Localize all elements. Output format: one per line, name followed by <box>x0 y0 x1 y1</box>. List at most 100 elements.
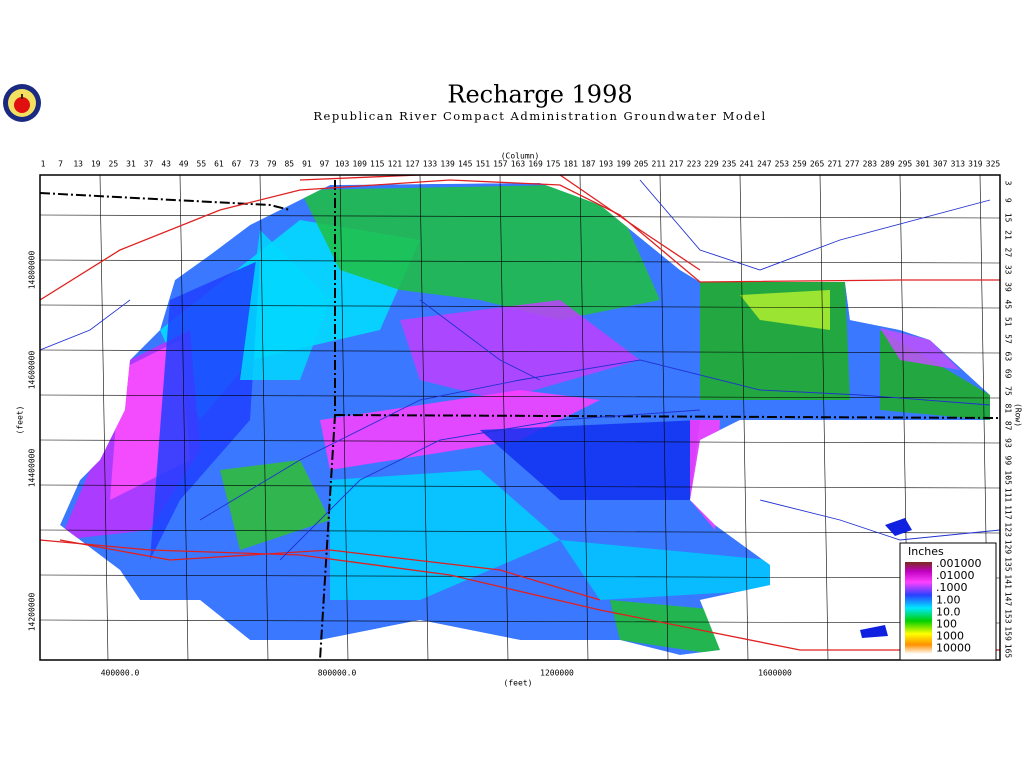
recharge-zone <box>150 260 260 560</box>
row-label: 81 <box>1004 404 1013 414</box>
row-label: 165 <box>1004 644 1013 659</box>
road <box>40 539 1000 651</box>
column-label: 73 <box>249 160 259 169</box>
river <box>199 359 991 521</box>
county-line <box>40 439 1000 444</box>
row-label: 123 <box>1004 522 1013 537</box>
column-label: 79 <box>267 160 277 169</box>
column-label: 19 <box>91 160 101 169</box>
river <box>639 179 991 271</box>
county-line <box>579 175 589 660</box>
column-label: 121 <box>388 160 403 169</box>
lake <box>860 625 888 638</box>
row-label: 147 <box>1004 592 1013 607</box>
county-line <box>40 394 1000 399</box>
column-label: 199 <box>616 160 631 169</box>
county-line <box>419 175 429 660</box>
row-label: 129 <box>1004 540 1013 555</box>
map <box>40 175 1000 660</box>
row-label: 45 <box>1004 300 1013 310</box>
column-label: 235 <box>722 160 737 169</box>
x-tick-label: 1200000 <box>540 669 574 678</box>
column-label: 211 <box>652 160 667 169</box>
column-label: 103 <box>335 160 350 169</box>
river <box>419 299 541 381</box>
x-tick-label: 1600000 <box>758 669 792 678</box>
column-label: 13 <box>73 160 83 169</box>
recharge-zone <box>320 390 600 470</box>
recharge-zone <box>880 328 960 370</box>
column-label: 259 <box>792 160 807 169</box>
row-label: 159 <box>1004 626 1013 641</box>
legend-title: Inches <box>908 545 944 558</box>
row-label: 51 <box>1004 317 1013 327</box>
legend-label: 1.00 <box>936 593 961 606</box>
y-tick-label: 14600000 <box>28 351 37 390</box>
recharge-zone <box>220 460 330 550</box>
legend-label: .1000 <box>936 581 968 594</box>
column-label: 151 <box>476 160 491 169</box>
y-axis-label: (feet) <box>16 406 25 435</box>
row-label: 63 <box>1004 352 1013 362</box>
column-label: 241 <box>739 160 754 169</box>
column-label: 307 <box>933 160 948 169</box>
column-label: 115 <box>370 160 385 169</box>
row-label: 75 <box>1004 386 1013 396</box>
legend-label: 10.0 <box>936 605 961 618</box>
recharge-zone <box>610 600 720 655</box>
column-label: 181 <box>564 160 579 169</box>
title: Recharge 1998 <box>447 81 632 109</box>
row-label: 15 <box>1004 213 1013 223</box>
row-label: 21 <box>1004 230 1013 240</box>
column-label: 55 <box>197 160 207 169</box>
legend-label: .01000 <box>936 569 975 582</box>
column-label: 217 <box>669 160 684 169</box>
county-line <box>40 304 1000 309</box>
column-label: 265 <box>810 160 825 169</box>
row-label: 105 <box>1004 470 1013 485</box>
legend-label: 1000 <box>936 630 964 643</box>
county-line <box>499 175 509 660</box>
x-axis-label: (feet) <box>504 679 533 688</box>
county-line <box>40 349 1000 354</box>
column-label: 37 <box>144 160 154 169</box>
column-label: 133 <box>423 160 438 169</box>
column-label: 163 <box>511 160 526 169</box>
row-label: 111 <box>1004 488 1013 503</box>
column-label: 175 <box>546 160 561 169</box>
row-label: 117 <box>1004 505 1013 520</box>
column-label: 295 <box>898 160 913 169</box>
county-line <box>179 175 189 660</box>
recharge-zone <box>330 470 560 600</box>
column-label: 229 <box>704 160 719 169</box>
column-label: 277 <box>845 160 860 169</box>
x-tick-label: 800000.0 <box>318 669 357 678</box>
row-label: 9 <box>1004 198 1013 203</box>
column-label: 43 <box>161 160 171 169</box>
recharge-zone <box>740 290 830 330</box>
county-line <box>40 619 1000 624</box>
row-label: 39 <box>1004 282 1013 292</box>
column-label: 91 <box>302 160 312 169</box>
state-line <box>334 414 1000 419</box>
y-tick-label: 14800000 <box>28 251 37 290</box>
column-label: 205 <box>634 160 649 169</box>
river <box>40 299 131 351</box>
column-label: 61 <box>214 160 224 169</box>
row-label: 69 <box>1004 369 1013 379</box>
column-label: 139 <box>440 160 455 169</box>
road <box>299 175 701 271</box>
column-label: 1 <box>41 160 46 169</box>
row-label: 99 <box>1004 456 1013 466</box>
legend-colorbar <box>905 562 932 654</box>
row-label: 57 <box>1004 334 1013 344</box>
river <box>279 409 701 561</box>
state-line <box>319 180 336 660</box>
recharge-zone <box>400 300 640 400</box>
column-label: 109 <box>352 160 367 169</box>
county-line <box>339 175 349 660</box>
x-tick-label: 400000.0 <box>101 669 140 678</box>
column-label: 169 <box>528 160 543 169</box>
county-line <box>40 484 1000 489</box>
